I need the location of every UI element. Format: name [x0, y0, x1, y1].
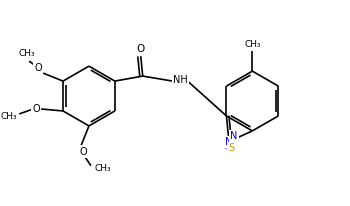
- Text: NH: NH: [173, 75, 188, 85]
- Text: S: S: [228, 143, 234, 153]
- Text: CH₃: CH₃: [244, 40, 261, 49]
- Text: N: N: [230, 131, 238, 141]
- Text: N: N: [225, 137, 232, 147]
- Text: O: O: [34, 63, 42, 73]
- Text: CH₃: CH₃: [19, 49, 35, 58]
- Text: O: O: [79, 147, 87, 157]
- Text: CH₃: CH₃: [1, 112, 18, 122]
- Text: CH₃: CH₃: [94, 164, 111, 173]
- Text: O: O: [32, 104, 40, 114]
- Text: O: O: [136, 44, 145, 54]
